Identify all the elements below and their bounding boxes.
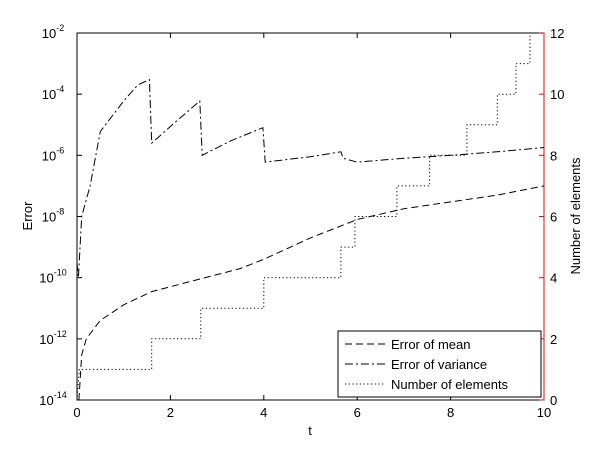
y2-tick-label: 4 [550,271,557,286]
y-tick-exponent: -12 [54,329,67,339]
x-tick-label: 10 [537,405,551,420]
y2-tick-label: 2 [550,332,557,347]
series-line [78,185,545,401]
series-line [76,78,545,278]
y-tick-base: 10 [42,210,56,225]
y2-tick-label: 10 [550,87,564,102]
x-axis-label: t [308,423,312,438]
legend-label: Error of mean [391,337,470,352]
y-tick-label: 10-10 [39,268,66,286]
y-tick-exponent: -14 [54,390,67,400]
y-tick-exponent: -10 [54,268,67,278]
y-tick-label: 10-6 [42,145,64,163]
y-tick-exponent: -8 [56,207,64,217]
y2-tick-label: 12 [550,26,564,41]
x-tick-label: 8 [447,405,454,420]
x-tick-label: 4 [260,405,267,420]
y-tick-base: 10 [39,332,53,347]
y-tick-base: 10 [42,148,56,163]
y-tick-exponent: -4 [56,84,64,94]
y2-axis-label: Number of elements [568,157,583,275]
x-tick-label: 2 [167,405,174,420]
y-tick-label: 10-14 [39,390,66,408]
y-tick-label: 10-2 [42,23,64,41]
y-tick-base: 10 [39,271,53,286]
x-tick-label: 6 [354,405,361,420]
y2-tick-label: 6 [550,210,557,225]
y-tick-exponent: -6 [56,145,64,155]
y-tick-label: 10-4 [42,84,64,102]
y-axis-label: Error [20,201,35,231]
y-tick-label: 10-8 [42,207,64,225]
x-tick-label: 0 [73,405,80,420]
y2-tick-label: 8 [550,148,557,163]
legend-label: Number of elements [391,377,509,392]
y-tick-base: 10 [39,393,53,408]
y-tick-base: 10 [42,87,56,102]
legend-label: Error of variance [391,357,487,372]
y-tick-exponent: -2 [56,23,64,33]
y-tick-base: 10 [42,26,56,41]
legend-box [337,330,542,398]
y-tick-label: 10-12 [39,329,66,347]
y2-tick-label: 0 [550,393,557,408]
